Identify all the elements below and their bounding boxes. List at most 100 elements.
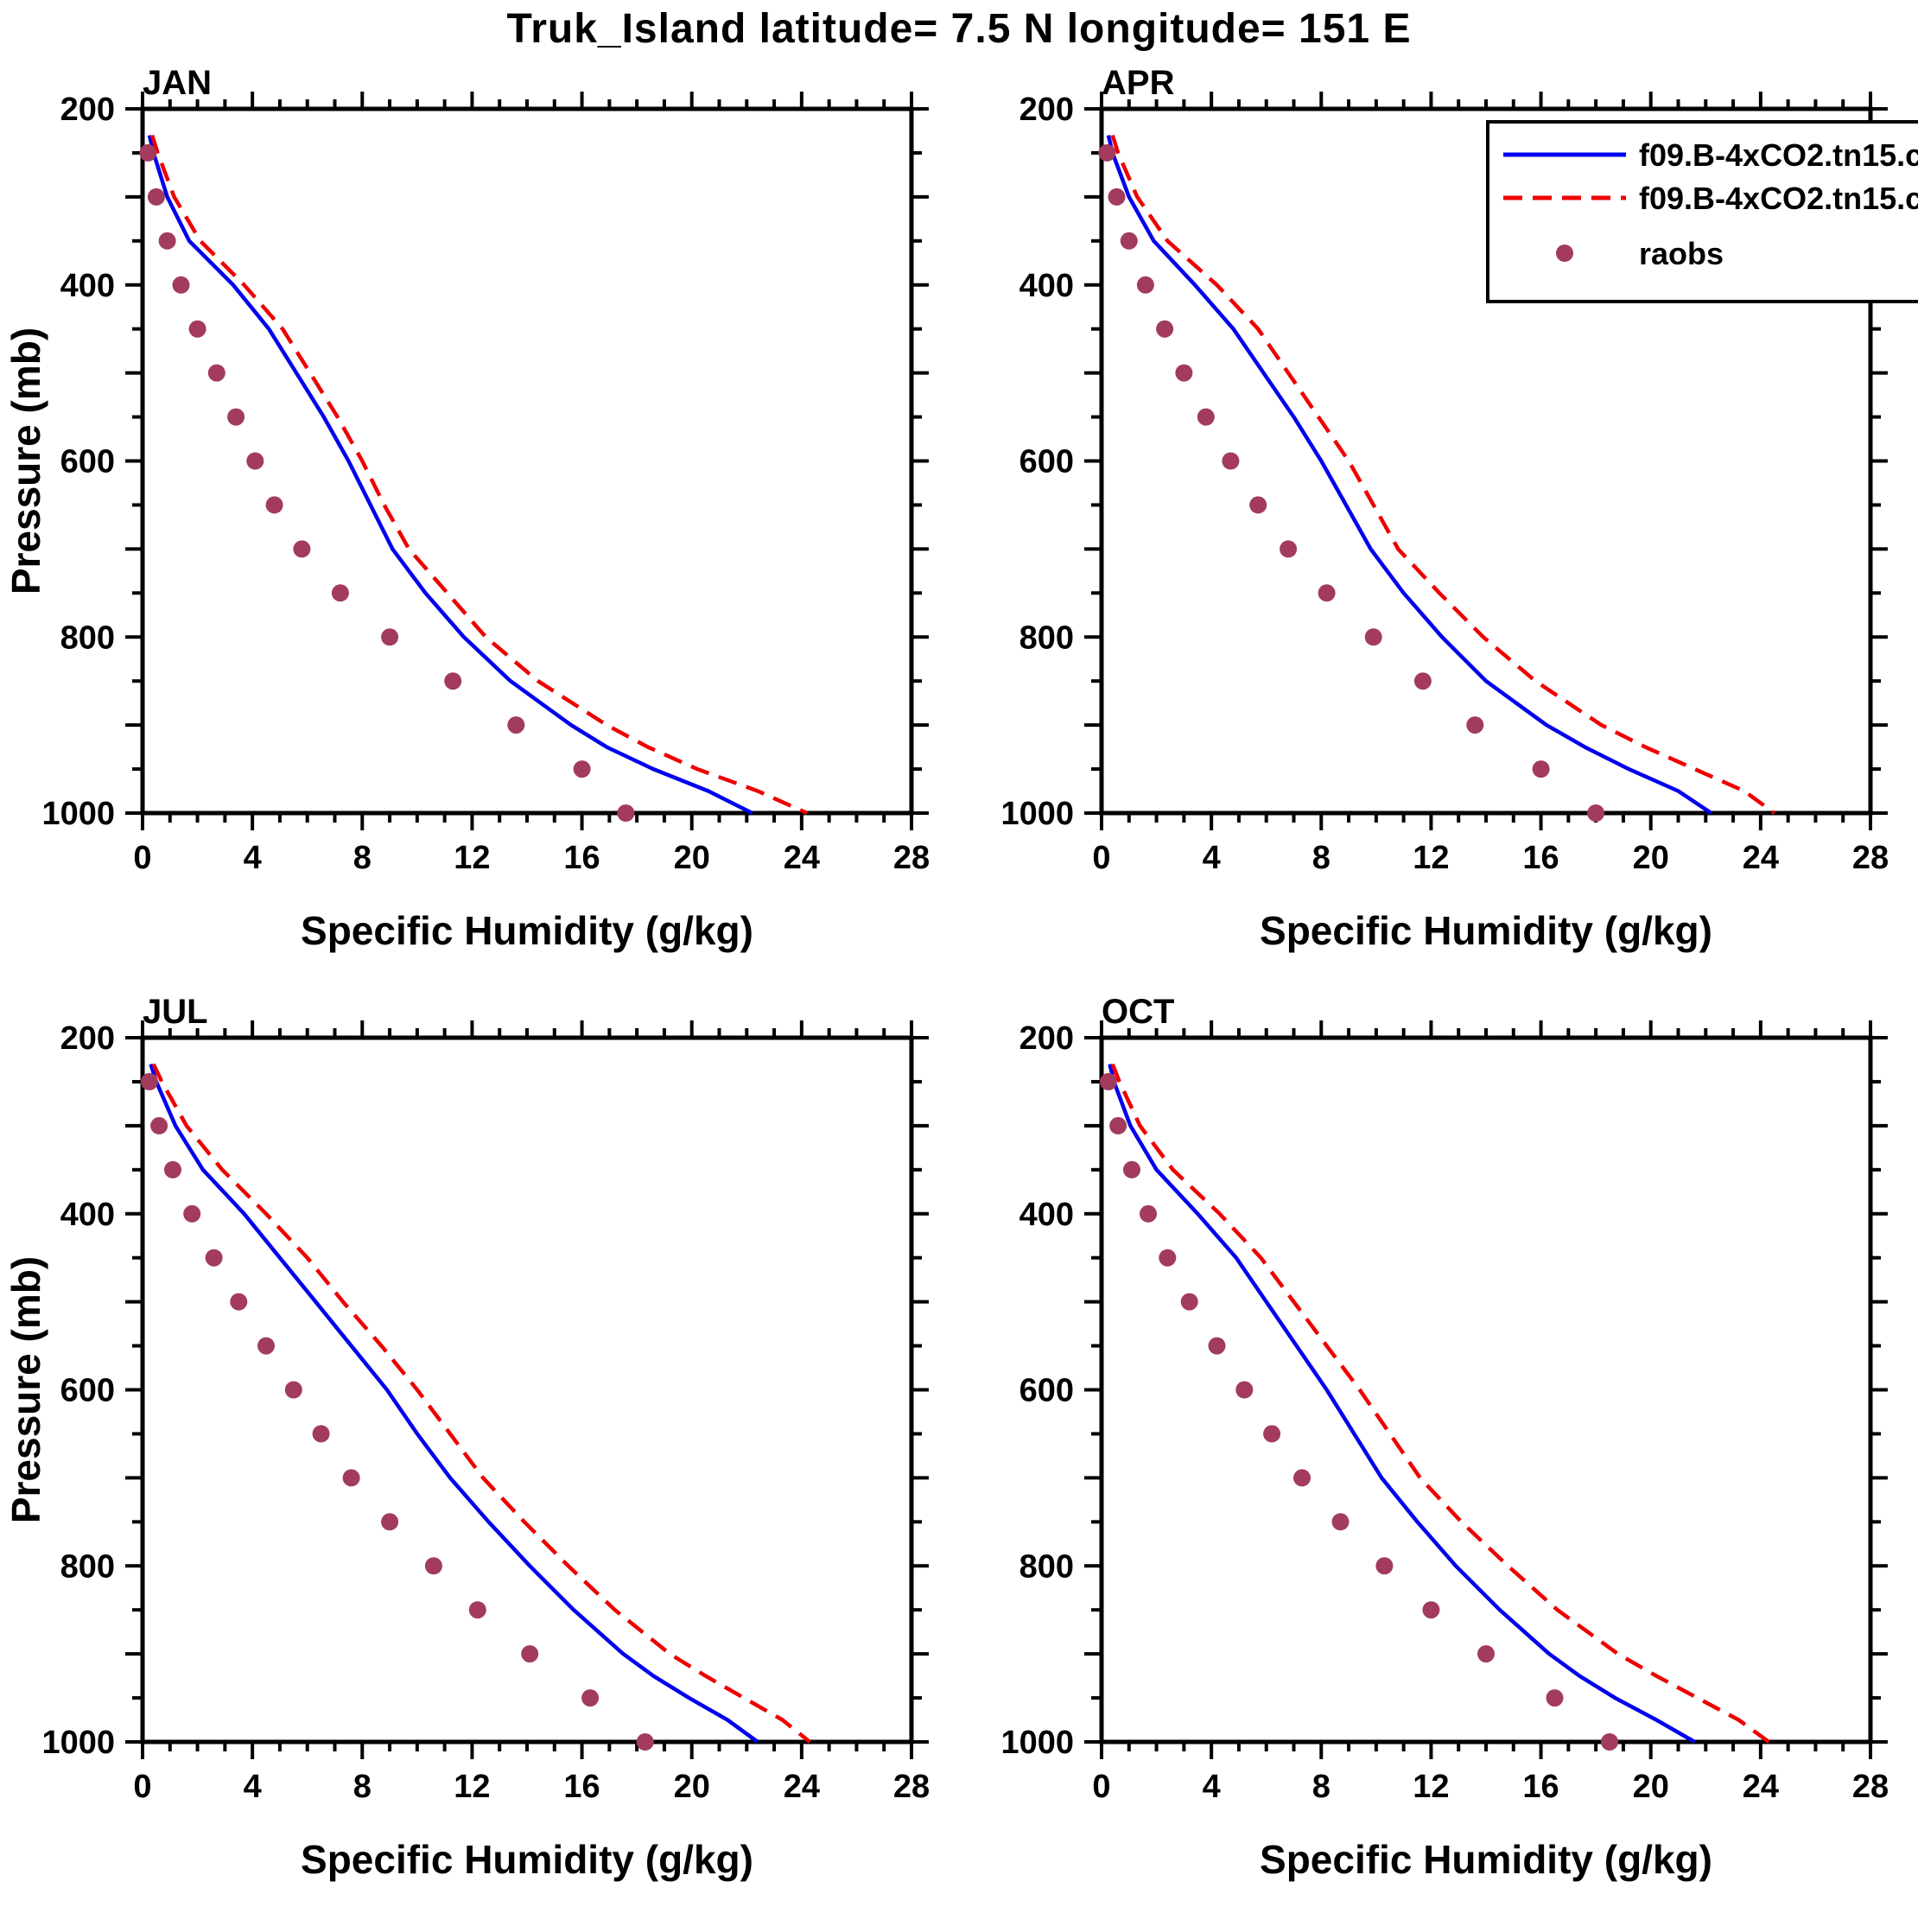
raobs-dot	[147, 187, 165, 206]
raobs-dot	[1197, 408, 1215, 426]
legend-label: f09.B-4xCO2.tn15.cm	[1639, 181, 1918, 216]
x-tick-label: 0	[1092, 840, 1110, 876]
raobs-dot	[1098, 143, 1116, 162]
x-axis-label: Specific Humidity (g/kg)	[1260, 908, 1712, 953]
x-tick-label: 0	[133, 840, 151, 876]
raobs-dot	[1108, 187, 1126, 206]
raobs-dot	[1477, 1645, 1495, 1663]
raobs-dot	[1364, 628, 1382, 646]
raobs-dot	[521, 1645, 539, 1663]
legend-dot	[1556, 245, 1573, 262]
x-tick-label: 20	[1633, 840, 1669, 876]
chart-panel-apr: 0 4 8 12 16 20 24 28 200 400 600 800 1000 APR Specific…	[1000, 64, 1918, 953]
x-tick-label: 12	[1413, 1769, 1449, 1805]
raobs-dot	[1175, 364, 1193, 382]
raobs-dot	[246, 452, 264, 470]
y-tick-label: 400	[1019, 268, 1074, 304]
y-tick-label: 600	[60, 444, 115, 480]
x-tick-label: 0	[133, 1769, 151, 1805]
x-tick-label: 24	[1743, 1769, 1779, 1805]
x-tick-label: 24	[784, 840, 820, 876]
x-tick-label: 20	[674, 840, 710, 876]
model-line-dashed	[151, 1063, 811, 1744]
raobs-dot	[381, 1513, 399, 1531]
y-axis-label: Pressure (mb)	[3, 1256, 48, 1523]
model-line-dashed	[149, 134, 809, 816]
raobs-dot	[230, 1293, 248, 1311]
raobs-dot	[293, 540, 311, 558]
panel-month-title: JUL	[143, 993, 208, 1031]
model-line-solid	[1108, 1064, 1696, 1744]
raobs-dot	[636, 1733, 654, 1751]
raobs-dot	[1156, 320, 1174, 338]
model-line-solid	[149, 1063, 759, 1744]
y-tick-label: 1000	[41, 796, 115, 832]
panel-month-title: APR	[1102, 64, 1175, 102]
raobs-dot	[1140, 1204, 1157, 1223]
x-tick-label: 16	[1522, 1769, 1559, 1805]
x-tick-label: 4	[244, 1769, 262, 1805]
plot-frame	[140, 1035, 914, 1745]
raobs-dot	[205, 1249, 223, 1267]
model-line-dashed	[1110, 1063, 1770, 1744]
model-line-solid	[147, 135, 753, 816]
figure: Truk_Island latitude= 7.5 N longitude= 1…	[0, 5, 1918, 1932]
raobs-dot	[207, 364, 225, 382]
x-tick-label: 8	[353, 840, 372, 876]
raobs-dot	[1331, 1513, 1350, 1531]
page-title: Truk_Island latitude= 7.5 N longitude= 1…	[506, 6, 1412, 52]
legend-box	[1486, 120, 1918, 303]
raobs-dot	[164, 1160, 181, 1179]
raobs-dot	[1466, 716, 1484, 734]
raobs-dot	[1318, 584, 1336, 602]
panel-grid: 0 4 8 12 16 20 24 28 200 400 600 800 1000 JAN Specific…	[0, 53, 1918, 1910]
raobs-dot	[1180, 1293, 1198, 1311]
raobs-dot	[1263, 1425, 1281, 1443]
raobs-dot	[1413, 672, 1432, 690]
raobs-dot	[1159, 1249, 1177, 1267]
raobs-dot	[1109, 1116, 1127, 1134]
raobs-dot	[188, 320, 206, 338]
raobs-dot	[1123, 1160, 1140, 1179]
y-tick-label: 400	[1019, 1197, 1074, 1233]
y-tick-label: 200	[1019, 1020, 1074, 1057]
x-tick-label: 8	[353, 1769, 372, 1805]
y-tick-label: 400	[60, 1197, 115, 1233]
raobs-dot	[1120, 232, 1138, 250]
x-axis-label: Specific Humidity (g/kg)	[301, 908, 753, 953]
legend-label: f09.B-4xCO2.tn15.cm	[1639, 137, 1918, 173]
x-tick-label: 28	[1852, 1769, 1889, 1805]
y-tick-label: 600	[1019, 444, 1074, 480]
x-tick-label: 16	[1522, 840, 1559, 876]
x-tick-label: 28	[1852, 840, 1889, 876]
y-tick-label: 200	[1019, 92, 1074, 128]
x-axis-label: Specific Humidity (g/kg)	[301, 1837, 753, 1882]
raobs-dot	[1375, 1557, 1394, 1575]
raobs-dot	[158, 232, 176, 250]
raobs-dot	[342, 1469, 360, 1487]
x-tick-label: 12	[1413, 840, 1449, 876]
x-tick-label: 24	[1743, 840, 1779, 876]
raobs-dot	[227, 408, 245, 426]
x-tick-label: 12	[454, 1769, 490, 1805]
y-tick-label: 200	[60, 1020, 115, 1057]
chart-panel-jan: 0 4 8 12 16 20 24 28 200 400 600 800 1000 JAN Specific…	[3, 64, 930, 953]
raobs-dot	[150, 1116, 168, 1134]
raobs-dot	[1235, 1381, 1254, 1399]
model-line-solid	[1106, 135, 1712, 815]
x-tick-label: 16	[563, 840, 600, 876]
x-tick-label: 4	[1203, 840, 1221, 876]
raobs-dot	[1601, 1733, 1618, 1751]
raobs-dot	[507, 716, 525, 734]
raobs-dot	[1222, 452, 1240, 470]
raobs-dot	[381, 628, 399, 646]
raobs-dot	[139, 143, 157, 162]
raobs-dot	[257, 1337, 275, 1355]
x-tick-label: 20	[674, 1769, 710, 1805]
x-tick-label: 16	[563, 1769, 600, 1805]
y-tick-label: 400	[60, 268, 115, 304]
y-tick-label: 200	[60, 92, 115, 128]
raobs-dot	[1532, 760, 1550, 779]
raobs-dot	[1293, 1469, 1311, 1487]
raobs-dot	[1280, 540, 1298, 558]
